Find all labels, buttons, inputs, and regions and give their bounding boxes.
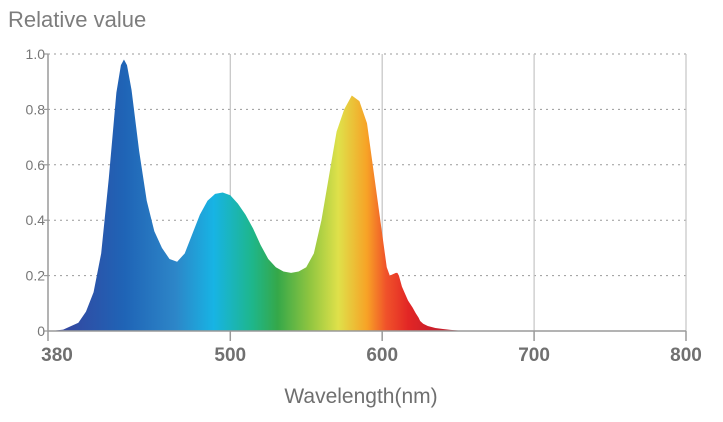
x-tick-label: 600 bbox=[366, 345, 398, 366]
y-axis-title: Relative value bbox=[8, 7, 146, 32]
y-tick-label: 1.0 bbox=[26, 46, 46, 62]
x-tick-label: 800 bbox=[670, 345, 702, 366]
y-tick-label: 0.2 bbox=[26, 268, 46, 284]
x-tick-label: 700 bbox=[518, 345, 550, 366]
y-tick-label: 0 bbox=[37, 323, 45, 339]
x-tick-label: 500 bbox=[214, 345, 246, 366]
y-tick-labels: 0 0.2 0.4 0.6 0.8 1.0 bbox=[26, 46, 46, 339]
axes bbox=[44, 53, 687, 341]
y-tick-label: 0.6 bbox=[26, 157, 46, 173]
x-tick-label: 380 bbox=[41, 345, 73, 366]
spectrum-area bbox=[51, 59, 687, 331]
y-tick-label: 0.4 bbox=[26, 212, 46, 228]
x-axis-title: Wavelength(nm) bbox=[284, 385, 437, 408]
x-tick-labels: 380 500 600 700 800 bbox=[41, 345, 702, 366]
y-tick-label: 0.8 bbox=[26, 101, 46, 117]
